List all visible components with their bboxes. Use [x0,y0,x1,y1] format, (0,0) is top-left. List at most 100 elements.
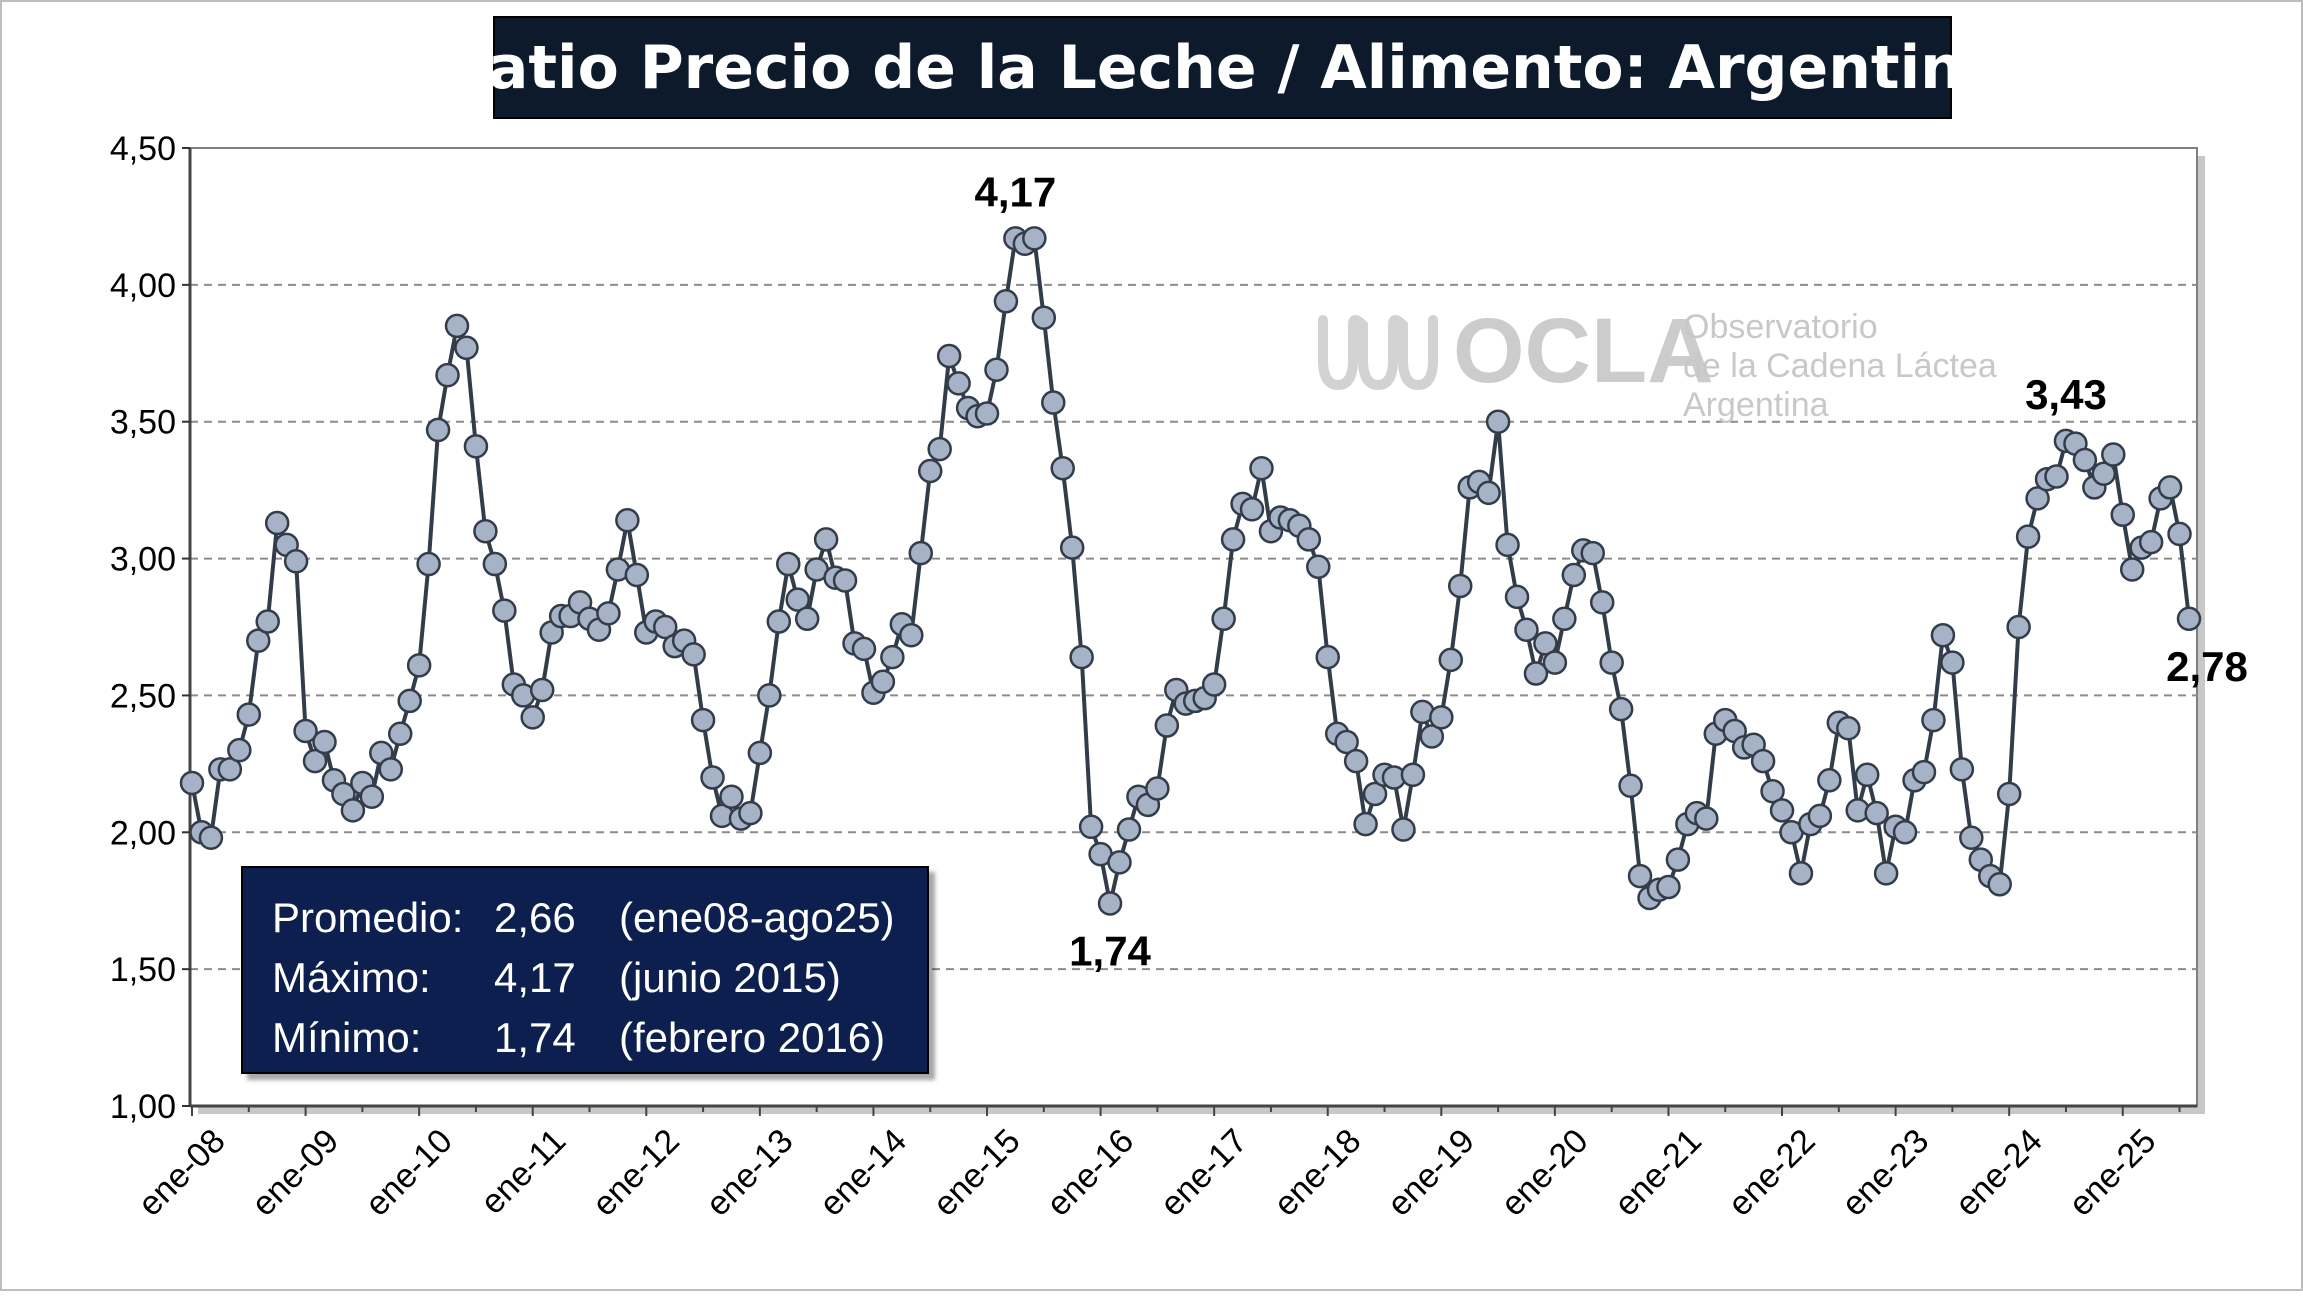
data-point [1315,644,1340,670]
x-tick-label: ene-10 [358,1122,460,1224]
x-tick-label: ene-25 [2062,1122,2164,1224]
data-point [227,737,252,763]
data-point [1391,817,1416,842]
data-point [2015,524,2041,549]
data-point [236,702,262,727]
data-point [785,587,810,612]
y-tick-label: 1,00 [110,1088,176,1126]
data-point [179,770,205,796]
data-point [406,653,432,678]
data-point [1249,455,1274,481]
stats-box: Promedio: 2,66 (ene08-ago25) Máximo: 4,1… [241,866,929,1074]
x-tick-label: ene-22 [1721,1122,1823,1224]
data-point [794,606,820,632]
ocla-subtitle-line-2: de la Cadena Láctea [1683,347,1997,385]
data-point [454,335,479,361]
data-point [1116,817,1142,842]
data-point [397,688,422,714]
data-point [217,757,243,782]
x-tick-label: ene-12 [585,1122,687,1224]
data-point [1514,617,1539,642]
data-point [1987,872,2012,897]
data-point [1145,776,1170,801]
x-tick-label: ene-24 [1948,1122,2050,1224]
data-point [1656,874,1681,900]
data-point [2157,475,2183,500]
data-point [1836,716,1861,741]
data-point [1959,825,1984,851]
data-point [652,614,678,640]
annotation-label: 4,17 [975,168,1057,215]
data-point [1438,647,1464,673]
data-point [520,705,545,730]
data-point [1022,226,1047,251]
data-point [302,748,328,774]
data-point [1419,724,1445,749]
data-point [1892,820,1918,845]
data-point [1608,696,1634,722]
data-point [899,622,924,648]
stat-note: (ene08-ago25) [619,894,895,941]
data-point [1400,762,1426,788]
stat-label: Mínimo: [272,1014,422,1061]
data-point [1580,540,1605,566]
x-tick-label: ene-14 [812,1122,914,1224]
stat-value: 4,17 [494,954,576,1001]
data-point [444,313,470,339]
x-tick-label: ene-13 [699,1122,801,1224]
chart-title: Ratio Precio de la Leche / Alimento: Arg… [441,32,2004,103]
data-point [2006,614,2031,640]
data-point [1353,811,1378,837]
data-point [255,609,280,634]
x-tick-label: ene-21 [1607,1122,1709,1224]
stat-label: Promedio: [272,894,464,941]
data-point [1504,584,1530,610]
data-point [463,434,489,459]
data-point [1694,806,1719,831]
ocla-logo-graphic: OCLA [1318,300,1714,402]
data-point [1296,527,1322,552]
data-point [1873,861,1899,886]
y-tick-label: 3,00 [110,541,176,579]
ocla-subtitle-line-1: Observatorio [1683,308,1878,346]
data-point [1561,562,1587,588]
data-point [984,357,1009,382]
milk-drop-wave-icon [1318,315,1438,391]
x-tick-label: ene-08 [131,1122,233,1224]
data-point [387,721,413,746]
data-point [1817,768,1842,793]
data-point [2119,557,2145,582]
stat-label: Máximo: [272,954,431,1001]
annotation-label: 2,78 [2166,643,2248,690]
annotation-label: 1,74 [1069,927,1151,974]
data-point [293,718,318,744]
data-point [378,757,404,782]
data-point [1788,861,1814,886]
data-point [2176,606,2202,632]
data-point [2110,502,2135,528]
y-tick-label: 2,00 [110,814,176,852]
data-point [1097,891,1123,916]
data-point [435,362,460,388]
data-point [1078,814,1104,840]
data-point [492,598,517,623]
data-point [1201,672,1227,697]
data-point [681,642,706,667]
y-tick-label: 4,00 [110,267,176,305]
x-tick-label: ene-19 [1380,1122,1482,1224]
x-tick-label: ene-20 [1494,1122,1596,1224]
data-point [1059,535,1085,560]
x-tick-label: ene-23 [1834,1122,1936,1224]
data-point [1618,773,1643,799]
ocla-subtitle-line-3: Argentina [1683,386,1829,424]
data-point [2072,447,2098,473]
ocla-subtitle: Observatorio de la Cadena Láctea Argenti… [1683,308,1997,425]
data-point [482,551,508,577]
stat-note: (febrero 2016) [619,1014,886,1061]
x-tick-label: ene-15 [926,1122,1028,1224]
stat-note: (junio 2015) [619,954,841,1001]
data-point [615,508,640,533]
annotation-label: 3,43 [2025,371,2107,418]
data-point [1996,781,2022,807]
data-point [766,609,792,634]
